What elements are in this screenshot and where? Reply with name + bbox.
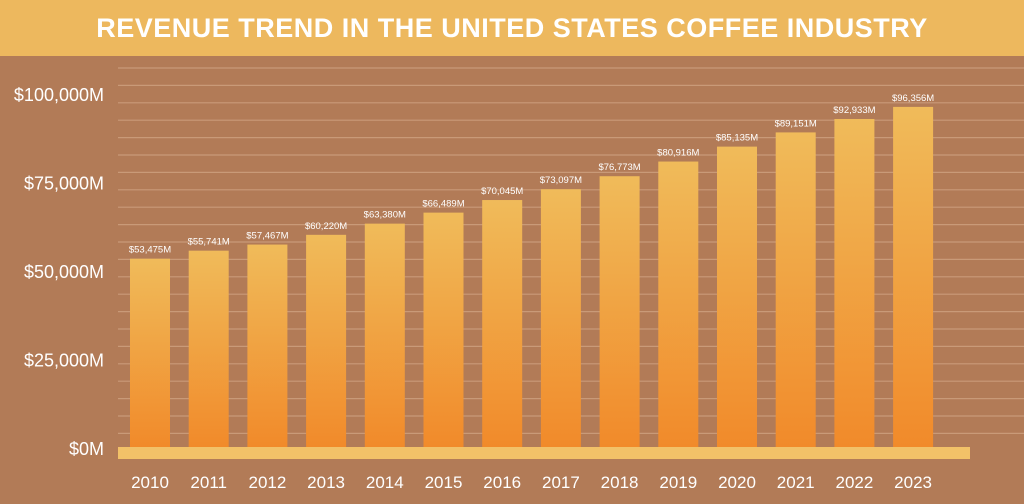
x-tick-label: 2021 xyxy=(777,473,815,492)
x-tick-label: 2011 xyxy=(190,473,227,492)
bar-2022 xyxy=(834,119,875,448)
bar-2016 xyxy=(482,200,523,448)
data-label: $53,475M xyxy=(129,245,171,256)
bars: $53,475M $55,741M $57,467M $60,220M $63,380M… xyxy=(129,93,934,448)
y-axis: $0M $25,000M $50,000M $75,000M $100,000M xyxy=(14,85,104,459)
bar-2010 xyxy=(130,258,170,448)
data-label: $92,933M xyxy=(833,105,875,116)
x-tick-label: 2022 xyxy=(835,473,873,492)
x-axis: 2010 2011 2012 2013 2014 2015 2016 2017 2018 2019… xyxy=(131,473,932,492)
data-label: $57,467M xyxy=(246,231,288,242)
x-tick-label: 2013 xyxy=(307,473,345,492)
data-label: $66,489M xyxy=(422,199,464,210)
x-tick-label: 2020 xyxy=(718,473,756,492)
title-band: REVENUE TREND IN THE UNITED STATES COFFE… xyxy=(0,0,1024,56)
data-label: $60,220M xyxy=(305,221,347,232)
x-tick-label: 2010 xyxy=(131,473,169,492)
bar-2013 xyxy=(306,234,347,448)
data-label: $89,151M xyxy=(775,118,817,129)
x-tick-label: 2015 xyxy=(425,473,463,492)
bar-2012 xyxy=(247,244,288,448)
x-tick-label: 2014 xyxy=(366,473,404,492)
y-tick-label: $100,000M xyxy=(14,85,104,105)
data-label: $96,356M xyxy=(892,93,934,104)
y-tick-label: $25,000M xyxy=(24,351,104,371)
x-axis-baseline xyxy=(118,447,970,459)
x-tick-label: 2016 xyxy=(483,473,521,492)
data-label: $76,773M xyxy=(598,162,640,173)
data-label: $63,380M xyxy=(364,210,406,221)
x-tick-label: 2012 xyxy=(248,473,286,492)
bar-2020 xyxy=(717,146,757,448)
data-label: $85,135M xyxy=(716,133,758,144)
data-label: $73,097M xyxy=(540,175,582,186)
bar-2015 xyxy=(423,212,464,448)
bar-chart: $0M $25,000M $50,000M $75,000M $100,000M $53… xyxy=(14,67,1024,492)
bar-2011 xyxy=(188,250,229,448)
x-tick-label: 2018 xyxy=(601,473,639,492)
bar-2023 xyxy=(893,106,934,448)
x-tick-label: 2023 xyxy=(894,473,932,492)
bar-2014 xyxy=(364,223,405,448)
bar-2021 xyxy=(775,132,816,448)
data-label: $80,916M xyxy=(657,148,699,159)
bar-2019 xyxy=(658,161,699,448)
data-label: $55,741M xyxy=(188,237,230,248)
bar-2018 xyxy=(599,176,640,448)
data-label: $70,045M xyxy=(481,186,523,197)
bar-2017 xyxy=(540,189,581,448)
y-tick-label: $0M xyxy=(69,439,104,459)
y-tick-label: $75,000M xyxy=(24,174,104,194)
y-tick-label: $50,000M xyxy=(24,262,104,282)
x-tick-label: 2017 xyxy=(542,473,580,492)
chart-title: REVENUE TREND IN THE UNITED STATES COFFE… xyxy=(96,12,928,43)
x-tick-label: 2019 xyxy=(659,473,697,492)
